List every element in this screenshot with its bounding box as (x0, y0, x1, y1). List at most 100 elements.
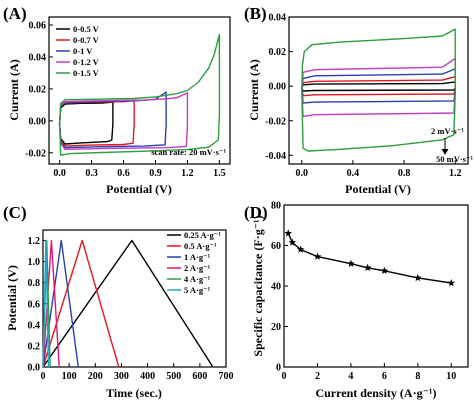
x-tick-label: 0.8 (398, 168, 411, 179)
x-tick-label: 400 (140, 371, 155, 382)
data-point-star-icon (363, 263, 372, 271)
x-tick-label: 4 (348, 371, 353, 382)
panel-a-ticks: 0.0 0.3 0.6 0.9 1.2 1.5 -0.02 0.00 0.02 0.04 0.06 (25, 20, 225, 179)
panel-c-ticks: 0 100 200 300 400 500 600 700 0.0 0.2 0.4 0.6 0.8 1.0… (28, 236, 234, 382)
data-point-star-icon (347, 259, 355, 267)
y-tick-label: -0.02 (265, 116, 286, 127)
data-point-star-icon (447, 279, 456, 287)
legend-label-4: 4 A·g⁻¹ (184, 274, 211, 284)
series-line (42, 239, 60, 368)
series-line (58, 99, 135, 147)
y-tick-label: 0.0 (28, 363, 41, 374)
panel-b: (B) 0.0 0.4 0.8 1.2 -0.04 -0.02 0.00 0.02 0.04 P… (244, 4, 473, 196)
x-tick-label: 1.2 (449, 168, 462, 179)
x-tick-label: 600 (192, 371, 207, 382)
panel-d-frame (283, 204, 469, 368)
panel-c-frame (42, 229, 227, 368)
legend-label-1-5v: 0-1.5 V (73, 68, 100, 78)
panel-a-xlabel: Potential (V) (106, 182, 172, 196)
y-tick-label: 60 (271, 241, 281, 252)
panel-a-scan-rate: scan rate: 20 mV·s⁻¹ (151, 147, 226, 157)
x-tick-label: 300 (114, 371, 129, 382)
panel-c-legend: 0.25 A·g⁻¹ 0.5 A·g⁻¹ 1 A·g⁻¹ 2 A·g⁻¹ 4 A… (167, 230, 221, 295)
series-line (58, 33, 221, 156)
panel-a-legend: 0-0.5 V 0-0.7 V 0-1 V 0-1.2 V 0-1.5 V (56, 24, 100, 78)
panel-a: (A) 0.0 0.3 0.6 0.9 1.2 1.5-0.020.000.020.040… (3, 4, 231, 196)
panel-d-ticks: 0 2 4 6 8 10 0 20 40 60 80 (271, 201, 456, 383)
panel-d: (D) 0 2 4 6 8 10 0 20 40 60 80 Current density (A·… (244, 201, 469, 400)
panel-c-curves (42, 239, 214, 368)
legend-label-1: 1 A·g⁻¹ (184, 252, 211, 262)
panel-a-curves (58, 33, 221, 156)
x-tick-label: 10 (446, 371, 456, 382)
panel-a-ylabel: Current (A) (7, 59, 21, 120)
x-tick-label: 0.9 (149, 168, 162, 179)
y-tick-label: 0.6 (28, 299, 41, 310)
y-tick-label: 80 (271, 201, 281, 212)
x-tick-label: 200 (88, 371, 103, 382)
series-line (301, 81, 456, 92)
y-tick-label: -0.02 (25, 148, 46, 159)
annotation-2mvs: 2 mV·s⁻¹ (431, 126, 464, 136)
legend-label-0-25: 0.25 A·g⁻¹ (184, 230, 221, 240)
panel-c-ylabel: Potential (V) (5, 265, 19, 331)
x-tick-label: 500 (166, 371, 181, 382)
legend-label-1v: 0-1 V (73, 46, 93, 56)
data-point-star-icon (380, 266, 389, 274)
data-point-star-icon (296, 245, 305, 253)
panel-c-xlabel: Time (sec.) (106, 386, 162, 400)
data-point-star-icon (313, 252, 322, 260)
legend-label-1-2v: 0-1.2 V (73, 57, 100, 67)
panel-a-frame (48, 16, 231, 165)
y-tick-label: 0.00 (269, 82, 287, 93)
x-tick-label: 1.5 (213, 168, 226, 179)
x-tick-label: 6 (382, 371, 387, 382)
data-point-star-icon (284, 229, 292, 237)
panel-d-label: (D) (244, 203, 268, 222)
panel-b-frame (288, 16, 469, 165)
panel-c: (C) 0 100 200 300 400 500 600 700 0.0 0.2 0.4 0.6 0.… (3, 203, 234, 400)
panel-b-ticks: 0.0 0.4 0.8 1.2 -0.04 -0.02 0.00 0.02 0.04 (265, 13, 461, 180)
y-tick-label: 0.02 (29, 84, 47, 95)
x-tick-label: 2 (315, 371, 320, 382)
series-line (287, 233, 452, 284)
y-tick-label: 0 (276, 363, 281, 374)
series-line (301, 68, 456, 104)
y-tick-label: 0.2 (28, 341, 41, 352)
panel-d-xlabel: Current density (A·g⁻¹) (315, 386, 436, 400)
annotation-50mvs: 50 mV·s⁻¹ (436, 154, 473, 164)
y-tick-label: 0.8 (28, 278, 41, 289)
panel-b-ylabel: Current (A) (247, 59, 261, 120)
panel-b-curves (301, 28, 456, 152)
scan-rate-arrow-icon (441, 149, 449, 155)
x-tick-label: 0.4 (347, 168, 360, 179)
y-tick-label: 0.00 (29, 116, 47, 127)
y-tick-label: 0.4 (28, 320, 41, 331)
x-tick-label: 0.0 (53, 168, 66, 179)
x-tick-label: 700 (219, 371, 234, 382)
y-tick-label: 0.02 (269, 47, 287, 58)
series-line (301, 76, 456, 97)
series-line (58, 91, 167, 149)
series-line (301, 57, 456, 118)
legend-label-5: 5 A·g⁻¹ (184, 285, 211, 295)
panel-d-ylabel: Specific capacitance (F·g⁻¹) (251, 215, 265, 356)
x-tick-label: 8 (415, 371, 420, 382)
panel-d-curves (284, 229, 456, 287)
panel-b-xlabel: Potential (V) (345, 182, 411, 196)
y-tick-label: 20 (271, 322, 281, 333)
x-tick-label: 1.2 (181, 168, 194, 179)
series-line (58, 101, 114, 145)
y-tick-label: 0.06 (29, 20, 47, 31)
panel-a-label: (A) (3, 4, 27, 23)
panel-b-label: (B) (244, 4, 267, 23)
series-line (301, 28, 456, 152)
x-tick-label: 0.3 (85, 168, 98, 179)
y-tick-label: 0.04 (29, 52, 47, 63)
x-tick-label: 0.0 (296, 168, 309, 179)
panel-c-label: (C) (3, 203, 27, 222)
legend-label-2: 2 A·g⁻¹ (184, 263, 211, 273)
legend-label-0-5v: 0-0.5 V (73, 24, 100, 34)
y-tick-label: 1.2 (28, 236, 41, 247)
